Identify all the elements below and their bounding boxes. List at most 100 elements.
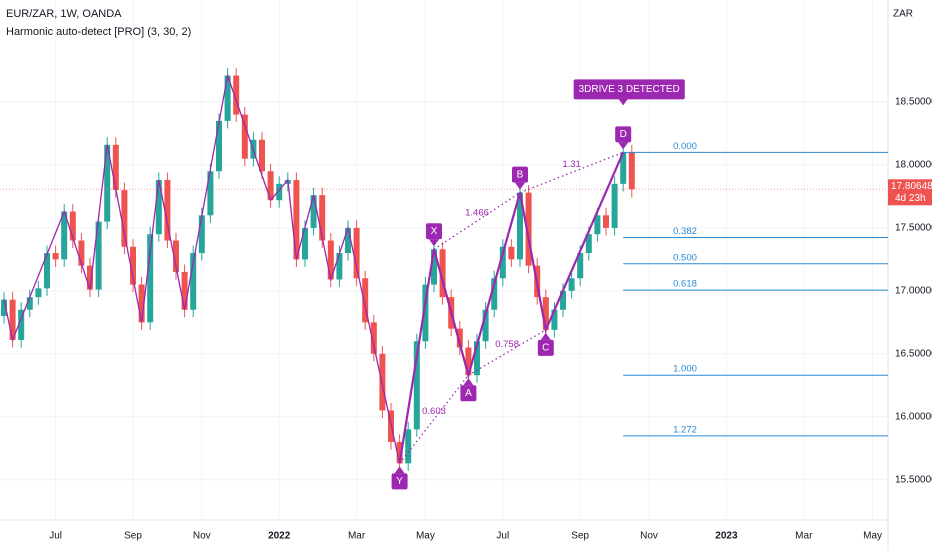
candle-body [482,309,489,342]
candle-body [233,75,240,115]
candle-body [431,249,437,285]
candle-body [499,246,506,279]
candle-body [345,227,351,254]
candle-body [259,139,265,172]
candle-body [585,234,592,254]
candle-body [577,253,584,279]
currency-label: ZAR [893,9,913,20]
candle-body [336,253,343,280]
y-tick-label: 15.50000 [895,474,932,485]
candle-body [293,180,300,260]
price-tag-label: 17.80648 [891,181,932,192]
symbol-title: EUR/ZAR, 1W, OANDA [6,8,122,20]
candle-body [465,347,472,376]
point-pointer [540,332,551,340]
fib-label: 0.618 [673,279,697,290]
candle-body [147,234,154,323]
price-tag [888,179,932,206]
candle-body [52,253,59,260]
plot: 0.000 0.382 0.500 0.618 1.000 1.272 0.603 1.466… [0,0,888,520]
fib-label: 1.000 [673,364,697,375]
y-tick-label: 17.50000 [895,223,932,234]
candle-body [560,290,566,310]
fib-label: 0.382 [673,226,697,237]
candle-body [396,441,403,464]
candle-body [138,284,145,323]
candle-body [525,192,532,266]
x-tick-label: Jul [49,531,62,542]
candle-body [327,240,334,280]
candle-body [491,278,498,310]
candle-body [594,215,601,235]
ratio-label: 0.603 [422,406,446,417]
x-tick-label: 2022 [268,531,291,542]
candle-body [216,120,222,172]
candle-body [542,297,549,330]
candle-body [439,249,446,298]
point-pointer [618,142,629,150]
candle-body [628,152,635,190]
candle-body [18,309,25,340]
point-pointer [429,239,439,247]
candle-body [508,246,515,260]
candle-body [276,183,283,201]
candle-body [104,144,111,222]
candle-body [78,240,85,266]
point-label: B [517,169,524,180]
candle-body [603,215,609,228]
candle-body [422,284,429,342]
pattern-line [398,151,625,464]
candle-body [164,180,171,241]
ratio-line [399,374,469,464]
point-pointer [463,378,474,386]
candle-body [267,171,274,201]
ratio-label: 1.466 [465,207,489,218]
point-pointer [515,182,525,190]
candle-body [1,299,7,317]
candle-body [198,215,205,254]
x-tick-label: 2023 [715,531,738,542]
point-box [615,126,632,143]
zigzag-line [3,72,401,464]
candle-body [69,211,76,241]
x-tick-label: Sep [571,531,589,542]
candle-body [130,246,136,285]
fib-label: 0.000 [673,141,697,152]
y-tick-label: 18.00000 [895,160,932,171]
candle-body [611,183,618,228]
candle-body [26,297,33,310]
x-tick-label: Mar [348,531,366,542]
candle-body [173,240,179,272]
candle-body [413,341,420,430]
candle-body [474,341,480,376]
candle-body [112,144,119,191]
y-tick-label: 16.50000 [895,348,932,359]
candle-body [620,152,627,184]
point-label: A [465,388,472,399]
point-label: Y [396,476,403,487]
point-box [391,473,408,490]
candle-body [370,322,377,354]
detect-box [573,79,685,100]
y-tick-label: 18.50000 [895,97,932,108]
x-tick-label: Sep [124,531,142,542]
candle-body [568,278,575,291]
x-tick-label: May [416,531,435,542]
candle-body [353,227,360,279]
candle-body [517,192,523,260]
detect-pointer [618,98,629,106]
candle-body [181,271,188,310]
candle-body [551,309,558,330]
candle-body [224,75,231,121]
ratio-line [433,192,521,250]
x-tick-label: Jul [496,531,509,542]
countdown-label: 4d 23h [895,193,926,204]
point-label: X [431,226,438,237]
point-pointer [394,466,405,474]
candle-body [9,299,16,340]
point-label: C [542,343,549,354]
x-tick-label: Nov [193,531,211,542]
candle-body [155,180,162,235]
ratio-line [519,151,624,194]
